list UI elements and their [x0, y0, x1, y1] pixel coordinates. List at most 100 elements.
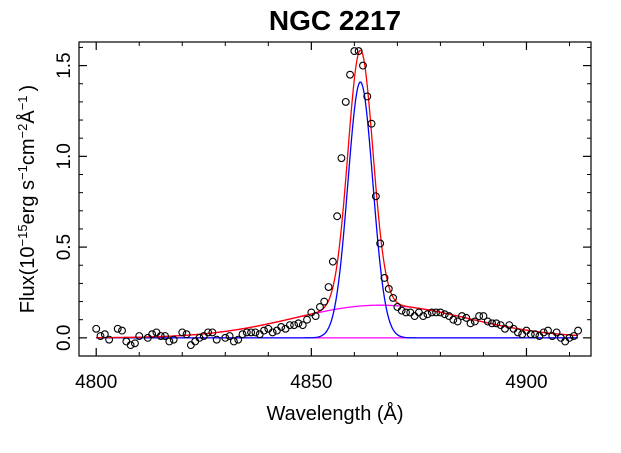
data-point	[526, 330, 535, 339]
data-point	[341, 97, 350, 106]
data-point	[126, 341, 135, 350]
data-point	[242, 328, 251, 337]
chart-title: NGC 2217	[269, 5, 401, 36]
data-point	[165, 337, 174, 346]
data-point	[552, 328, 561, 337]
data-point	[161, 332, 170, 340]
data-point	[565, 333, 574, 342]
data-point	[255, 330, 264, 339]
data-point	[315, 303, 324, 311]
data-point	[92, 324, 101, 333]
data-point	[414, 308, 423, 317]
data-point	[513, 328, 522, 337]
data-point	[156, 332, 165, 340]
data-point	[393, 303, 402, 311]
data-point	[285, 321, 294, 330]
data-point	[333, 212, 342, 221]
data-point	[298, 321, 307, 330]
data-point	[337, 154, 346, 163]
data-point	[122, 337, 131, 346]
data-point	[363, 92, 372, 101]
y-label-unit2: cm	[17, 138, 39, 165]
data-point	[130, 339, 139, 348]
data-point	[406, 308, 415, 317]
data-point	[204, 328, 213, 337]
data-point	[389, 293, 398, 302]
data-point	[105, 335, 114, 344]
y-tick-label: 0.5	[54, 234, 75, 260]
data-point	[574, 326, 583, 335]
data-point	[178, 328, 187, 337]
data-point	[569, 332, 578, 340]
data-point	[324, 283, 333, 291]
data-point	[268, 328, 277, 337]
data-point	[453, 317, 462, 326]
y-tick-label: 1.5	[54, 52, 75, 78]
data-point	[135, 332, 144, 340]
data-point	[221, 333, 230, 342]
data-point	[427, 308, 436, 317]
y-label-exp3: −2	[15, 124, 30, 139]
data-point	[475, 312, 484, 321]
data-point	[152, 328, 161, 337]
data-point	[307, 308, 316, 317]
data-point	[354, 47, 363, 56]
data-point	[544, 326, 552, 335]
x-tick-label: 4800	[75, 372, 117, 393]
narrow-component-curve	[96, 81, 579, 339]
data-point	[483, 317, 492, 326]
data-point	[479, 312, 488, 321]
y-label-exp4: −1	[15, 95, 30, 110]
y-label-close: )	[17, 85, 39, 92]
data-point	[294, 319, 303, 328]
data-point	[100, 330, 109, 339]
broad-component-curve	[96, 304, 579, 339]
data-point	[419, 312, 428, 321]
data-point	[436, 308, 445, 317]
data-point	[367, 119, 376, 128]
y-tick-label: 0.0	[54, 325, 75, 351]
data-point	[376, 239, 385, 248]
data-point	[449, 315, 458, 324]
data-point	[234, 335, 243, 344]
y-tick-label: 1.0	[54, 143, 75, 169]
data-point	[212, 335, 221, 344]
data-point	[466, 319, 475, 328]
data-point	[457, 312, 466, 321]
data-point	[346, 70, 355, 79]
data-point	[531, 330, 540, 339]
data-point	[208, 328, 217, 337]
data-point	[247, 328, 256, 337]
data-point	[492, 319, 501, 328]
data-point	[264, 324, 273, 333]
data-point	[148, 330, 157, 339]
y-label-base: Flux(10	[17, 247, 39, 314]
x-axis-label: Wavelength (Å)	[266, 402, 403, 425]
plot-frame	[78, 41, 592, 357]
data-point	[359, 61, 367, 70]
data-point	[195, 333, 204, 342]
y-label-exp1: −15	[15, 224, 30, 246]
data-point	[251, 328, 260, 337]
data-point	[272, 326, 281, 335]
data-point	[281, 324, 290, 333]
data-point	[384, 284, 393, 293]
data-point	[113, 324, 122, 333]
data-point	[402, 308, 410, 317]
data-point	[191, 337, 200, 346]
x-tick-label: 4850	[290, 372, 332, 393]
data-point	[182, 330, 191, 339]
data-point	[303, 315, 311, 324]
data-point	[260, 326, 268, 335]
y-label-unit1: erg s	[17, 180, 39, 224]
data-point	[561, 337, 570, 346]
data-point	[311, 312, 320, 321]
data-point	[380, 274, 389, 282]
data-point	[518, 330, 527, 339]
x-axis-ticks: 4800 4850 4900	[75, 42, 570, 393]
data-point	[440, 310, 449, 319]
data-point	[488, 319, 496, 328]
data-point	[320, 297, 329, 306]
data-point	[290, 321, 299, 330]
